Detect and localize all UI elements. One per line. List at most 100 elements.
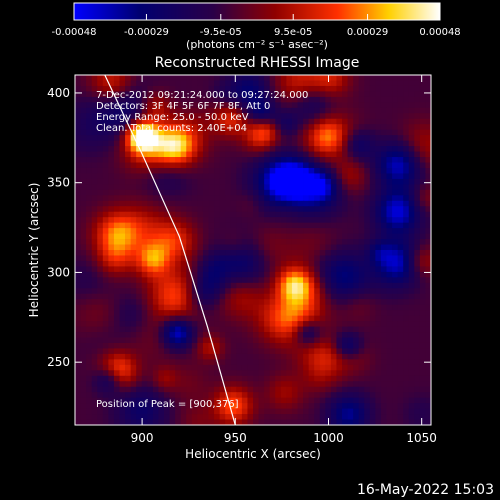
heatmap-cell xyxy=(325,392,332,399)
heatmap-cell xyxy=(158,118,165,125)
heatmap-cell xyxy=(175,107,182,114)
heatmap-cell xyxy=(297,178,304,185)
heatmap-cell xyxy=(180,113,187,120)
heatmap-cell xyxy=(247,189,254,196)
heatmap-cell xyxy=(275,206,282,213)
heatmap-cell xyxy=(158,282,165,289)
heatmap-cell xyxy=(280,381,287,388)
heatmap-cell xyxy=(214,107,221,114)
heatmap-cell xyxy=(397,321,404,327)
heatmap-cell xyxy=(286,162,293,169)
heatmap-cell xyxy=(97,419,104,425)
heatmap-cell xyxy=(225,217,232,224)
heatmap-cell xyxy=(91,282,98,289)
heatmap-cell xyxy=(314,348,321,355)
heatmap-cell xyxy=(336,332,343,338)
heatmap-cell xyxy=(319,386,326,393)
heatmap-cell xyxy=(158,315,165,322)
heatmap-cell xyxy=(286,353,293,360)
heatmap-cell xyxy=(264,299,271,306)
heatmap-cell xyxy=(186,392,193,399)
heatmap-cell xyxy=(108,157,115,163)
heatmap-cell xyxy=(280,173,287,180)
heatmap-cell xyxy=(80,304,87,311)
heatmap-cell xyxy=(386,151,393,158)
heatmap-cell xyxy=(258,157,265,163)
heatmap-cell xyxy=(86,288,93,295)
heatmap-cell xyxy=(208,75,215,81)
heatmap-cell xyxy=(386,271,393,278)
heatmap-cell xyxy=(286,375,293,382)
heatmap-cell xyxy=(269,217,276,224)
heatmap-cell xyxy=(358,233,365,240)
heatmap-cell xyxy=(308,167,315,174)
heatmap-cell xyxy=(86,200,93,207)
heatmap-cell xyxy=(308,189,315,196)
heatmap-cell xyxy=(347,195,354,202)
heatmap-cell xyxy=(314,189,321,196)
heatmap-cell xyxy=(397,353,404,360)
heatmap-cell xyxy=(197,282,204,289)
heatmap-cell xyxy=(347,151,354,158)
heatmap-cell xyxy=(392,337,399,344)
heatmap-cell xyxy=(403,348,410,355)
heatmap-cell xyxy=(175,124,182,131)
heatmap-cell xyxy=(169,337,176,344)
heatmap-cell xyxy=(113,321,120,327)
heatmap-cell xyxy=(86,140,93,147)
heatmap-cell xyxy=(408,222,415,229)
heatmap-cell xyxy=(325,239,332,245)
heatmap-cell xyxy=(258,118,265,125)
heatmap-cell xyxy=(113,381,120,388)
heatmap-cell xyxy=(147,217,154,224)
heatmap-cell xyxy=(414,102,421,109)
heatmap-cell xyxy=(397,222,404,229)
heatmap-cell xyxy=(80,107,87,114)
heatmap-cell xyxy=(225,178,232,185)
heatmap-cell xyxy=(408,184,415,191)
heatmap-cell xyxy=(386,75,393,81)
heatmap-cell xyxy=(253,282,259,289)
heatmap-cell xyxy=(369,310,376,317)
heatmap-cell xyxy=(119,233,126,240)
heatmap-cell xyxy=(347,282,354,289)
heatmap-cell xyxy=(375,124,382,131)
heatmap-cell xyxy=(358,151,365,158)
heatmap-cell xyxy=(269,200,276,207)
heatmap-cell xyxy=(264,102,271,109)
heatmap-cell xyxy=(241,129,248,136)
heatmap-cell xyxy=(136,370,143,377)
heatmap-cell xyxy=(358,107,365,114)
heatmap-cell xyxy=(241,75,248,81)
heatmap-cell xyxy=(241,189,248,196)
heatmap-cell xyxy=(97,392,104,399)
heatmap-cell xyxy=(241,408,248,415)
heatmap-cell xyxy=(91,255,98,262)
heatmap-cell xyxy=(175,392,182,399)
heatmap-cell xyxy=(219,140,226,147)
heatmap-cell xyxy=(325,228,332,234)
heatmap-cell xyxy=(347,124,354,131)
heatmap-cell xyxy=(297,189,304,196)
heatmap-cell xyxy=(208,244,215,251)
heatmap-cell xyxy=(225,266,232,273)
heatmap-cell xyxy=(419,244,426,251)
heatmap-cell xyxy=(136,315,143,322)
heatmap-cell xyxy=(264,184,271,191)
heatmap-cell xyxy=(258,239,265,245)
heatmap-cell xyxy=(369,135,376,142)
heatmap-cell xyxy=(136,157,143,163)
heatmap-cell xyxy=(147,244,154,251)
heatmap-cell xyxy=(347,80,354,87)
heatmap-cell xyxy=(175,386,182,393)
heatmap-cell xyxy=(80,337,87,344)
heatmap-cell xyxy=(80,359,87,366)
heatmap-cell xyxy=(147,419,154,425)
heatmap-cell xyxy=(408,342,415,349)
heatmap-cell xyxy=(258,200,265,207)
heatmap-cell xyxy=(336,419,343,425)
heatmap-cell xyxy=(80,206,87,213)
heatmap-cell xyxy=(169,408,176,415)
heatmap-cell xyxy=(180,315,187,322)
heatmap-cell xyxy=(241,403,248,409)
